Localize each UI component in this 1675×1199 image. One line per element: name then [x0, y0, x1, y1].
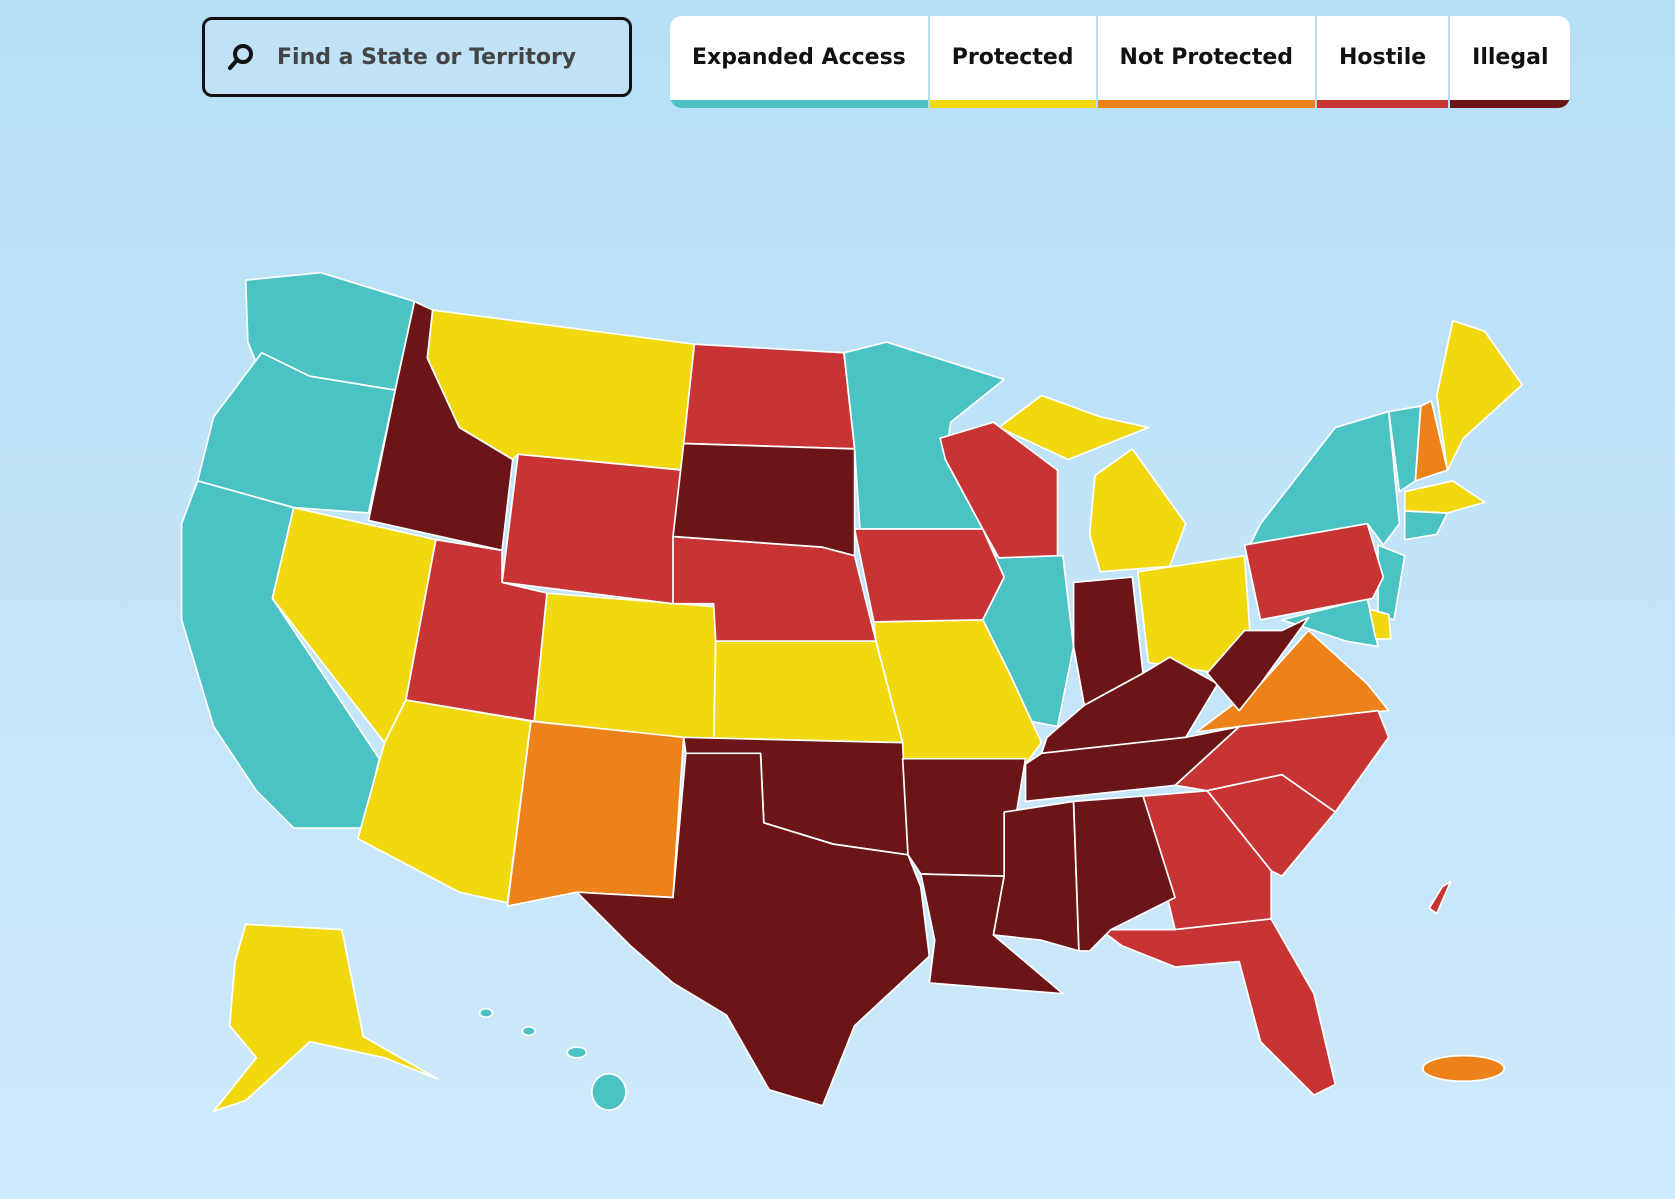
legend-item[interactable]: Expanded Access	[670, 16, 930, 108]
state[interactable]	[367, 300, 514, 552]
state[interactable]	[992, 800, 1080, 952]
state[interactable]	[1243, 522, 1385, 621]
state[interactable]	[1403, 480, 1486, 514]
legend-item[interactable]: Not Protected	[1097, 16, 1318, 108]
legend-item[interactable]: Illegal	[1450, 16, 1571, 108]
legend-label: Protected	[951, 44, 1074, 70]
state[interactable]	[997, 394, 1150, 461]
state[interactable]	[1072, 795, 1176, 952]
legend-label: Not Protected	[1119, 44, 1294, 70]
search-box[interactable]: Find a State or Territory	[202, 17, 632, 97]
legend-label: Illegal	[1472, 44, 1549, 70]
legend-label: Hostile	[1339, 44, 1427, 70]
state[interactable]	[1024, 725, 1241, 803]
legend: Expanded Access Protected Not Protected Hos…	[670, 16, 1571, 108]
legend-swatch	[1450, 100, 1571, 108]
legend-item[interactable]: Protected	[929, 16, 1098, 108]
legend-swatch	[1097, 100, 1316, 108]
state[interactable]	[1403, 509, 1449, 541]
legend-swatch	[670, 100, 928, 108]
state[interactable]	[682, 343, 856, 450]
state[interactable]	[712, 640, 904, 744]
state[interactable]	[853, 528, 1005, 623]
state[interactable]	[212, 923, 439, 1113]
search-icon	[228, 44, 253, 70]
state[interactable]	[1206, 616, 1310, 712]
state[interactable]	[1088, 448, 1187, 573]
state[interactable]	[1377, 544, 1406, 621]
state[interactable]	[1414, 399, 1449, 482]
state[interactable]	[1428, 880, 1452, 915]
states	[180, 271, 1524, 1113]
legend-label: Expanded Access	[692, 44, 906, 70]
state[interactable]	[1435, 319, 1524, 472]
state[interactable]	[575, 752, 931, 1107]
legend-item[interactable]: Hostile	[1317, 16, 1451, 108]
legend-swatch	[1317, 100, 1449, 108]
state[interactable]	[672, 442, 856, 557]
state[interactable]	[1422, 1054, 1505, 1083]
legend-swatch	[929, 100, 1096, 108]
state[interactable]	[566, 1046, 588, 1059]
state[interactable]	[939, 421, 1059, 559]
state[interactable]	[1099, 918, 1337, 1097]
state[interactable]	[533, 592, 720, 744]
state[interactable]	[521, 1025, 537, 1037]
state[interactable]	[478, 1007, 494, 1019]
search-placeholder: Find a State or Territory	[277, 44, 577, 70]
state[interactable]	[501, 453, 685, 605]
state[interactable]	[590, 1072, 627, 1111]
state[interactable]	[1368, 608, 1392, 640]
state[interactable]	[506, 720, 685, 907]
state[interactable]	[196, 351, 397, 514]
state[interactable]	[1248, 410, 1401, 546]
